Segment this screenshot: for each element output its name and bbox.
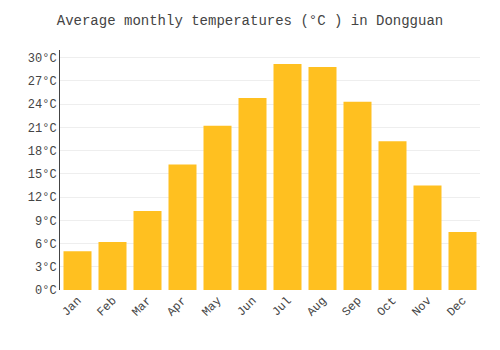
svg-text:9°C: 9°C — [35, 215, 57, 229]
svg-text:Mar: Mar — [129, 294, 154, 319]
svg-text:3°C: 3°C — [35, 261, 57, 275]
svg-text:Feb: Feb — [94, 294, 119, 319]
svg-text:Aug: Aug — [304, 294, 329, 319]
svg-text:Dec: Dec — [444, 294, 469, 319]
svg-text:15°C: 15°C — [28, 168, 57, 182]
svg-text:6°C: 6°C — [35, 238, 57, 252]
svg-text:0°C: 0°C — [35, 284, 57, 298]
svg-text:Jun: Jun — [234, 294, 259, 319]
svg-text:12°C: 12°C — [28, 191, 57, 205]
svg-text:May: May — [199, 294, 224, 319]
svg-text:Oct: Oct — [374, 294, 399, 319]
svg-text:Nov: Nov — [409, 294, 434, 319]
svg-text:21°C: 21°C — [28, 122, 57, 136]
svg-text:27°C: 27°C — [28, 75, 57, 89]
svg-text:Apr: Apr — [164, 294, 189, 319]
svg-text:18°C: 18°C — [28, 145, 57, 159]
svg-text:30°C: 30°C — [28, 52, 57, 66]
svg-text:24°C: 24°C — [28, 98, 57, 112]
svg-text:Jan: Jan — [59, 294, 84, 319]
svg-text:Jul: Jul — [269, 294, 294, 319]
svg-text:Average monthly temperatures (: Average monthly temperatures (°C ) in Do… — [57, 13, 443, 29]
svg-text:Sep: Sep — [339, 294, 364, 319]
